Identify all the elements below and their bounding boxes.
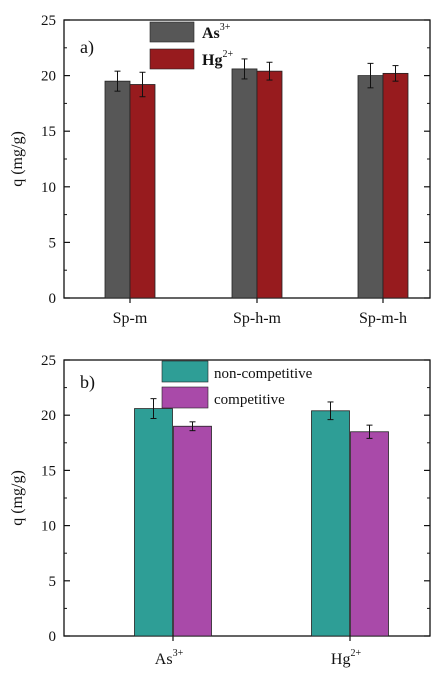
panel-label: b)	[80, 372, 95, 393]
x-tick-label: As3+	[155, 648, 184, 668]
y-tick-label: 15	[41, 463, 56, 479]
y-tick-label: 25	[41, 13, 56, 29]
legend-label-base: Hg	[202, 52, 222, 69]
legend-label: non-competitive	[214, 366, 313, 382]
y-tick-label: 5	[49, 574, 57, 590]
x-tick-label-base: As	[155, 651, 173, 668]
legend-label-sup: 3+	[220, 22, 231, 33]
bar	[256, 70, 283, 299]
x-tick-label: Sp-h-m	[233, 310, 282, 327]
bar	[173, 425, 212, 637]
panel-label: a)	[80, 37, 94, 58]
y-tick-label: 20	[41, 69, 56, 85]
x-tick-label-sup: 2+	[350, 648, 361, 659]
legend-label-base: non-competitive	[214, 366, 313, 382]
bar	[134, 408, 173, 637]
bar	[104, 80, 131, 299]
bar	[382, 72, 409, 299]
legend-label: As3+	[202, 22, 231, 42]
bar	[357, 75, 384, 299]
legend-swatch	[161, 360, 209, 383]
bar	[350, 431, 389, 637]
bar	[311, 410, 350, 637]
legend-swatch	[161, 386, 209, 409]
legend-label-base: As	[202, 25, 220, 42]
x-tick-label-sup: 3+	[173, 648, 184, 659]
y-tick-label: 0	[49, 629, 57, 645]
x-tick-label: Sp-m-h	[359, 310, 407, 327]
panel-a-chart: 0 5 10 15 20 25 q (mg/g) Sp-m Sp-h-m Sp-m-h As3+ Hg…	[9, 13, 431, 327]
legend-swatch	[149, 48, 195, 70]
legend-label: Hg2+	[202, 49, 233, 69]
y-tick-label: 15	[41, 124, 56, 140]
x-tick-label-base: Hg	[331, 651, 351, 668]
y-axis-title: q (mg/g)	[9, 131, 26, 187]
bar	[231, 68, 258, 299]
x-tick-label: Sp-m	[113, 310, 148, 327]
panel-b-chart: 0 5 10 15 20 25 q (mg/g) As3+ Hg2+ non-competitiv…	[9, 353, 431, 668]
y-tick-label: 0	[49, 291, 57, 307]
bar	[129, 84, 156, 299]
x-tick-label: Hg2+	[331, 648, 362, 668]
legend-label-base: competitive	[214, 392, 285, 408]
legend-swatch	[149, 21, 195, 43]
legend-label: competitive	[214, 392, 285, 408]
y-tick-label: 10	[41, 180, 56, 196]
y-tick-label: 10	[41, 519, 56, 535]
legend-label-sup: 2+	[222, 49, 233, 60]
y-tick-label: 20	[41, 408, 56, 424]
y-tick-label: 25	[41, 353, 56, 369]
y-tick-label: 5	[49, 235, 57, 251]
y-axis-title: q (mg/g)	[9, 470, 26, 526]
